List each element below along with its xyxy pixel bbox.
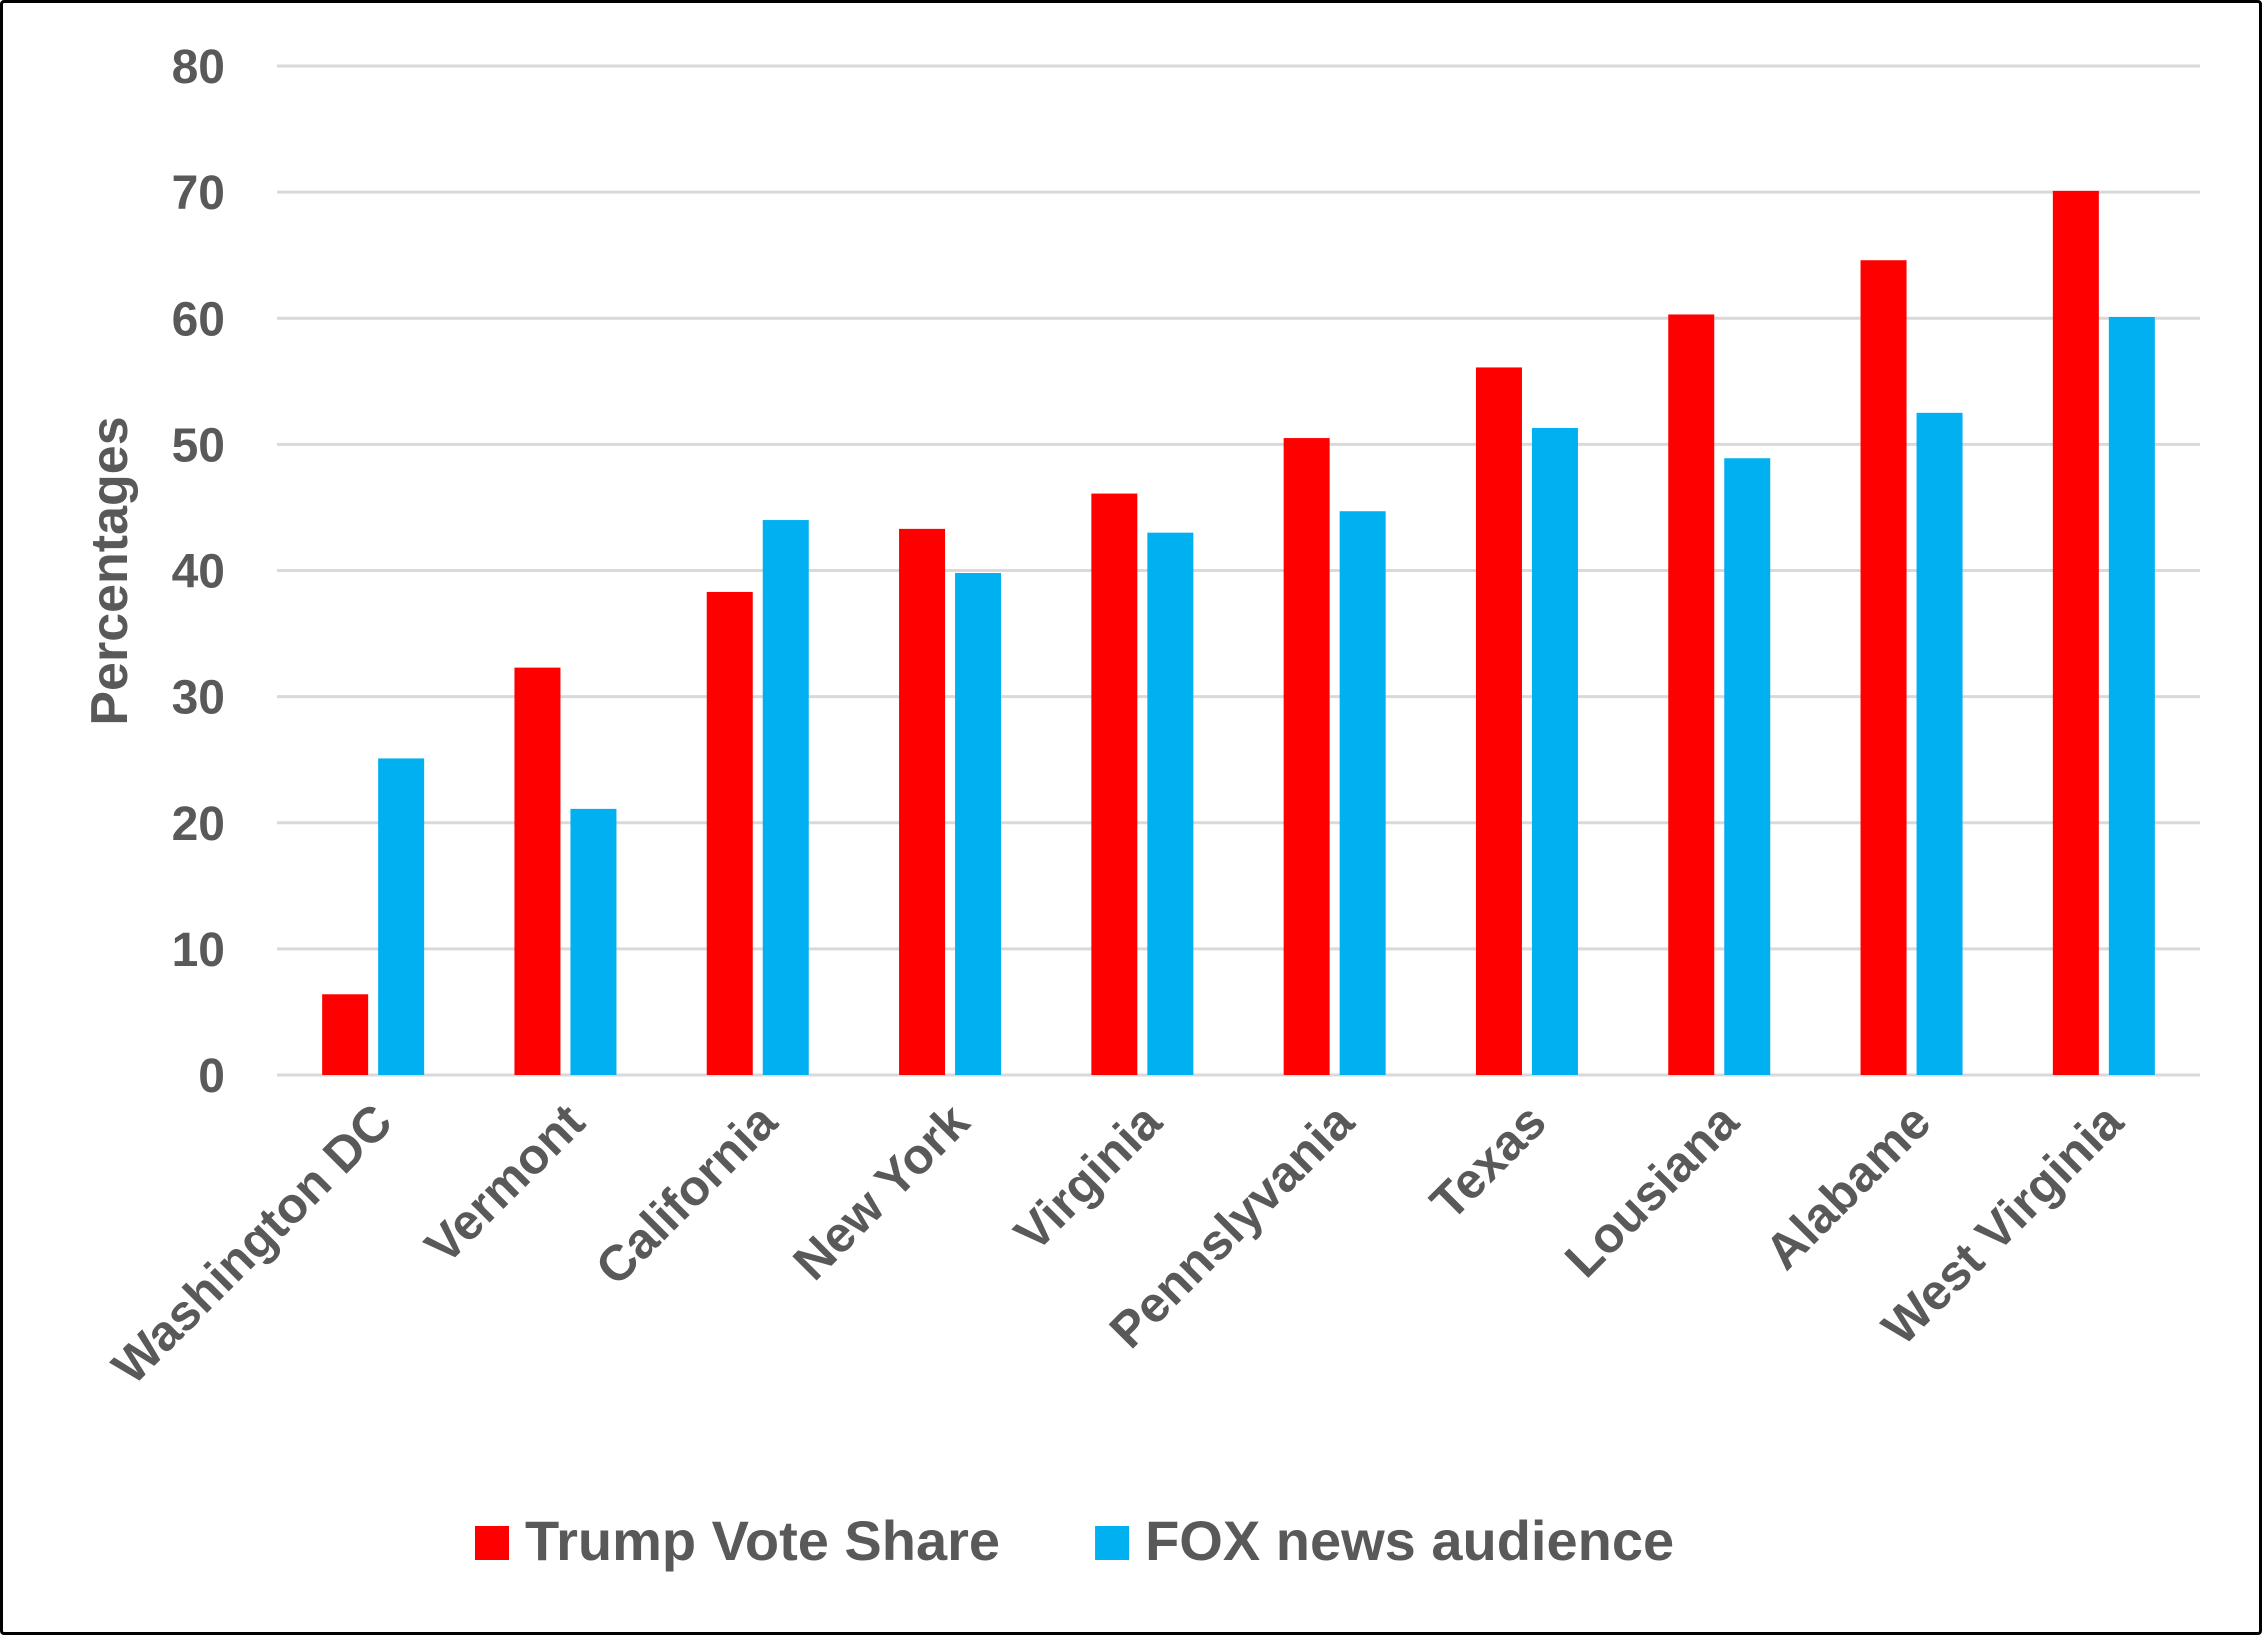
y-tick-label: 30: [172, 672, 225, 725]
bar-fox-news-audience: [1531, 427, 1578, 1075]
y-tick-label: 70: [172, 167, 225, 220]
x-tick-label: New York: [782, 1093, 980, 1291]
y-tick-label: 40: [172, 546, 225, 599]
bar-fox-news-audience: [762, 520, 809, 1075]
bar-trump-vote-share: [1091, 493, 1138, 1076]
bar-fox-news-audience: [1339, 511, 1386, 1075]
bar-fox-news-audience: [1916, 412, 1963, 1075]
bar-trump-vote-share: [1860, 260, 1907, 1075]
bar-fox-news-audience: [570, 808, 617, 1075]
bar-trump-vote-share: [1475, 367, 1522, 1076]
x-tick-label: California: [585, 1092, 788, 1295]
legend-swatch: [475, 1526, 509, 1560]
bar-trump-vote-share: [514, 667, 561, 1075]
y-tick-label: 20: [172, 798, 225, 851]
legend-swatch: [1095, 1526, 1130, 1560]
bar-fox-news-audience: [1147, 532, 1194, 1075]
bar-fox-news-audience: [1724, 458, 1771, 1075]
bar-chart: 0 10 20 30 40 50 60 70 80 Percentages Washington D…: [81, 41, 2200, 1572]
x-tick-label: Washington DC: [101, 1093, 402, 1394]
x-tick-label: Lousiana: [1554, 1092, 1750, 1288]
bar-trump-vote-share: [899, 528, 946, 1075]
y-tick-label: 60: [172, 293, 225, 346]
bar-trump-vote-share: [1283, 438, 1330, 1076]
bar-fox-news-audience: [378, 758, 425, 1075]
bar-trump-vote-share: [706, 591, 753, 1075]
y-tick-label: 80: [172, 41, 225, 94]
y-tick-label: 50: [172, 419, 225, 472]
bar-trump-vote-share: [1668, 314, 1715, 1075]
bar-fox-news-audience: [2108, 316, 2155, 1075]
bar-trump-vote-share: [322, 994, 369, 1075]
x-tick-label: Alabame: [1754, 1093, 1941, 1280]
bar-trump-vote-share: [2052, 190, 2099, 1075]
x-tick-label: Texas: [1420, 1093, 1557, 1230]
y-tick-label: 0: [198, 1050, 225, 1103]
legend-label: FOX news audience: [1145, 1509, 1674, 1572]
y-axis-label: Percentages: [81, 416, 139, 725]
bar-fox-news-audience: [955, 573, 1002, 1075]
x-tick-label: Virginia: [1003, 1092, 1172, 1261]
x-tick-label: Vermont: [414, 1093, 595, 1274]
legend-label: Trump Vote Share: [525, 1509, 1000, 1572]
y-tick-label: 10: [172, 924, 225, 977]
